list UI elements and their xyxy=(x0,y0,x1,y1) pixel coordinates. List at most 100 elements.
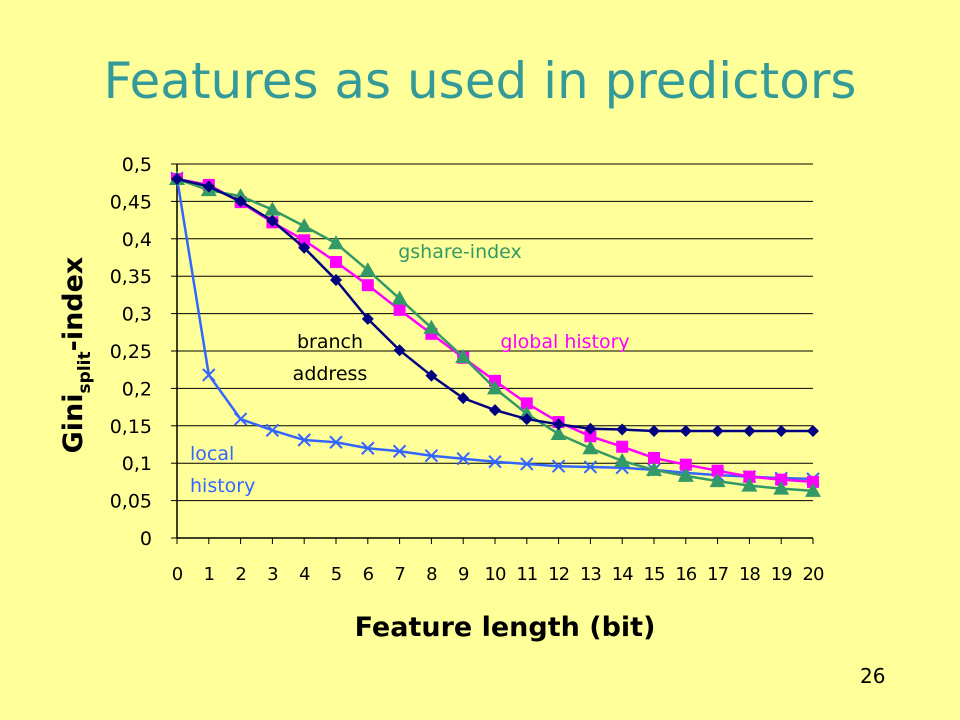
marker-diamond xyxy=(743,425,756,438)
marker-x xyxy=(329,435,343,449)
y-tick-label: 0,5 xyxy=(122,154,152,176)
marker-triangle xyxy=(296,218,313,233)
x-tick-label: 2 xyxy=(235,564,245,585)
marker-x xyxy=(424,449,439,463)
marker-triangle xyxy=(264,201,281,216)
y-tick-label: 0,05 xyxy=(110,491,152,513)
y-axis-label: Ginisplit-index xyxy=(58,257,95,454)
y-tick-label: 0,35 xyxy=(110,266,152,288)
series-label: branch address xyxy=(292,331,368,385)
page-number: 26 xyxy=(860,664,886,688)
marker-square xyxy=(361,279,374,292)
y-tick-label: 0,45 xyxy=(110,191,152,213)
marker-diamond xyxy=(361,312,374,325)
marker-x xyxy=(361,441,375,455)
marker-triangle xyxy=(614,452,631,467)
marker-square xyxy=(711,464,724,477)
marker-diamond xyxy=(648,425,660,438)
marker-x xyxy=(488,454,502,469)
marker-triangle xyxy=(677,467,694,482)
marker-diamond xyxy=(234,195,247,208)
marker-triangle xyxy=(391,290,408,305)
marker-square xyxy=(807,475,819,488)
marker-diamond xyxy=(425,369,438,382)
x-tick-label: 18 xyxy=(739,564,760,585)
y-tick-label: 0 xyxy=(140,528,152,550)
y-tick-label: 0,2 xyxy=(122,378,152,400)
marker-x xyxy=(265,423,280,437)
y-tick-label: 0,1 xyxy=(122,453,152,475)
marker-square xyxy=(584,430,597,443)
x-tick-label: 5 xyxy=(331,564,341,585)
marker-triangle xyxy=(646,461,662,476)
y-label-main: Gini xyxy=(58,393,89,453)
marker-square xyxy=(393,303,406,316)
marker-square xyxy=(298,234,311,247)
marker-diamond xyxy=(266,214,279,227)
marker-diamond xyxy=(711,425,724,438)
x-tick-label: 9 xyxy=(458,564,469,585)
x-tick-label: 10 xyxy=(485,564,506,585)
y-tick-label: 0,25 xyxy=(110,341,152,363)
x-tick-label: 3 xyxy=(267,564,278,585)
marker-triangle xyxy=(773,480,790,495)
marker-triangle xyxy=(741,477,758,492)
x-tick-label: 11 xyxy=(516,564,537,585)
marker-diamond xyxy=(775,425,788,438)
slide-title: Features as used in predictors xyxy=(103,52,857,110)
marker-x xyxy=(297,433,311,447)
marker-triangle xyxy=(582,440,599,455)
marker-x xyxy=(520,457,534,471)
x-tick-label: 20 xyxy=(803,564,824,585)
marker-diamond xyxy=(330,273,342,286)
marker-triangle xyxy=(518,405,535,420)
marker-triangle xyxy=(805,482,821,497)
series-label: gshare-index xyxy=(398,241,522,263)
marker-triangle xyxy=(359,262,376,277)
marker-x xyxy=(202,368,216,382)
marker-square xyxy=(743,470,756,483)
series-label: global history xyxy=(500,331,630,353)
marker-triangle xyxy=(423,319,440,334)
marker-diamond xyxy=(489,404,501,417)
x-axis-label: Feature length (bit) xyxy=(355,612,656,643)
marker-diamond xyxy=(298,241,311,254)
x-tick-label: 1 xyxy=(204,564,214,585)
x-tick-label: 14 xyxy=(612,564,633,585)
x-tick-label: 6 xyxy=(363,564,374,585)
y-tick-label: 0,3 xyxy=(122,304,152,326)
marker-triangle xyxy=(709,473,726,488)
marker-diamond xyxy=(393,344,406,357)
x-tick-label: 17 xyxy=(707,564,728,585)
marker-triangle xyxy=(550,426,567,441)
marker-triangle xyxy=(455,348,472,363)
x-tick-label: 8 xyxy=(426,564,437,585)
marker-diamond xyxy=(679,425,692,438)
marker-diamond xyxy=(202,180,215,193)
marker-x xyxy=(456,452,470,466)
y-label-suffix: -index xyxy=(58,257,89,352)
marker-square xyxy=(616,440,629,453)
x-tick-label: 7 xyxy=(394,564,404,585)
marker-diamond xyxy=(616,423,629,436)
marker-diamond xyxy=(171,172,183,185)
marker-x xyxy=(233,412,248,426)
marker-x xyxy=(551,459,566,473)
marker-square xyxy=(648,451,660,464)
marker-square xyxy=(679,458,692,471)
x-tick-label: 12 xyxy=(548,564,569,585)
marker-square xyxy=(520,397,533,410)
marker-diamond xyxy=(584,422,597,435)
marker-square xyxy=(330,255,342,268)
y-tick-label: 0,4 xyxy=(122,229,152,251)
y-tick-label: 0,15 xyxy=(110,416,152,438)
x-tick-label: 4 xyxy=(299,564,310,585)
marker-x xyxy=(392,444,407,458)
marker-square xyxy=(775,473,788,486)
x-tick-label: 13 xyxy=(580,564,601,585)
x-tick-label: 0 xyxy=(172,564,183,585)
marker-diamond xyxy=(807,425,819,438)
x-tick-label: 19 xyxy=(771,564,792,585)
x-tick-label: 15 xyxy=(644,564,665,585)
